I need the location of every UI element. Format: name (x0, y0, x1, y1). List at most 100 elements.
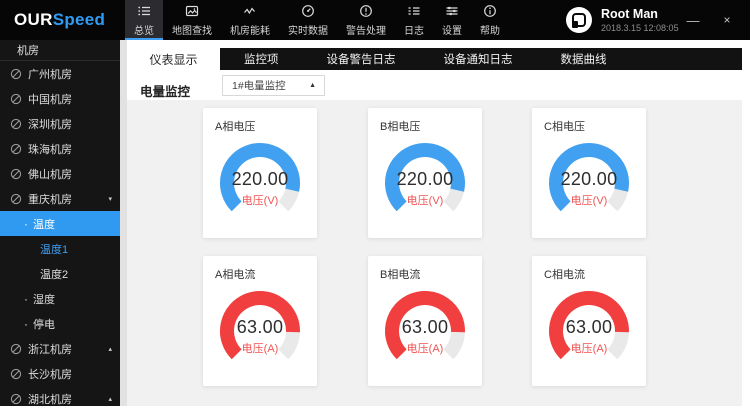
nav-item-realtime-data[interactable]: 实时数据 (279, 0, 337, 40)
sidebar-item-humidity[interactable]: · 湿度 (0, 286, 120, 311)
sidebar-item-temperature1[interactable]: 温度1 (0, 236, 120, 261)
gauge-card-c-current: C相电流 63.00 电压(A) (532, 256, 646, 386)
sidebar-item-label: 浙江机房 (28, 343, 72, 356)
room-icon (10, 93, 22, 105)
gauge-card-a-voltage: A相电压 220.00 电压(V) (203, 108, 317, 238)
sidebar-item-label: 重庆机房 (28, 193, 72, 206)
map-search-icon (185, 4, 199, 19)
bullet-icon: · (24, 316, 28, 331)
tab-device-alert-log[interactable]: 设备警告日志 (326, 54, 396, 66)
power-monitor-select[interactable]: 1#电量监控 ▲ (222, 75, 325, 96)
tab-monitor-items[interactable]: 监控项 (244, 54, 279, 66)
gauge-value: 220.00 (231, 169, 289, 189)
gauge-arc (549, 143, 629, 212)
sidebar-item-label: 温度1 (40, 243, 69, 256)
nav-label: 警告处理 (346, 25, 386, 37)
bullet-icon: · (24, 216, 28, 231)
gauge-card-b-current: B相电流 63.00 电压(A) (368, 256, 482, 386)
sidebar-item-zhuhai[interactable]: 珠海机房 (0, 136, 120, 161)
gauge-card-title: B相电压 (380, 121, 421, 133)
gauge-value: 220.00 (560, 169, 618, 189)
settings-sliders-icon (445, 4, 459, 19)
nav-label: 日志 (404, 25, 424, 37)
close-button[interactable]: × (723, 13, 731, 27)
chevron-down-icon[interactable]: ▾ (108, 195, 112, 203)
power-monitor-label: 电量监控 (140, 85, 191, 99)
sidebar-item-changsha[interactable]: 长沙机房 (0, 361, 120, 386)
gauge-unit-label: 电压(V) (570, 195, 608, 207)
sidebar-title: 机房 (0, 40, 120, 61)
nav-label: 实时数据 (288, 25, 328, 37)
gauge-card-title: A相电压 (215, 121, 256, 133)
room-icon (10, 393, 22, 405)
minimize-button[interactable]: — (686, 12, 700, 28)
gauge-value: 63.00 (401, 317, 449, 337)
chevron-up-icon[interactable]: ▴ (108, 345, 112, 353)
tab-device-notice-log[interactable]: 设备通知日志 (443, 54, 513, 66)
sidebar-item-hubei[interactable]: 湖北机房 ▴ (0, 386, 120, 406)
nav-item-help[interactable]: 帮助 (471, 0, 509, 40)
app-logo: OUR Speed (14, 0, 105, 40)
gauge-readout: 63.00 电压(A) (210, 317, 310, 356)
sidebar-item-label: 佛山机房 (28, 168, 72, 181)
nav-item-alert-handling[interactable]: 警告处理 (337, 0, 395, 40)
chevron-up-icon[interactable]: ▴ (108, 395, 112, 403)
gauge-value: 63.00 (565, 317, 613, 337)
sidebar-item-label: 长沙机房 (28, 368, 72, 381)
gauge-card-title: C相电压 (544, 121, 585, 133)
sidebar-item-label: 中国机房 (28, 93, 72, 106)
tab-data-curve[interactable]: 数据曲线 (560, 54, 607, 66)
gauge-arc (385, 143, 465, 212)
sidebar-item-foshan[interactable]: 佛山机房 (0, 161, 120, 186)
gauge: 220.00 电压(V) (210, 136, 310, 224)
gauge-card-title: B相电流 (380, 269, 421, 281)
nav-item-logs[interactable]: 日志 (395, 0, 433, 40)
tab-gauge-display[interactable]: 仪表显示 (127, 48, 220, 70)
help-icon (483, 4, 497, 19)
nav-label: 地图查找 (172, 25, 212, 37)
gauge-unit-label: 电压(V) (406, 195, 444, 207)
room-icon (10, 368, 22, 380)
tab-bar-dark-section: 监控项 设备警告日志 设备通知日志 数据曲线 (220, 48, 742, 70)
avatar-logo-icon (572, 13, 586, 27)
log-icon (407, 4, 421, 19)
nav-item-settings[interactable]: 设置 (433, 0, 471, 40)
gauge-value: 63.00 (236, 317, 284, 337)
sidebar-item-guangzhou[interactable]: 广州机房 (0, 61, 120, 86)
gauge: 63.00 电压(A) (375, 284, 475, 372)
nav-item-map-search[interactable]: 地图查找 (163, 0, 221, 40)
sidebar-item-zhejiang[interactable]: 浙江机房 ▴ (0, 336, 120, 361)
top-header: OUR Speed 总览 地图查找 机房能耗 (0, 0, 750, 40)
gauge: 63.00 电压(A) (539, 284, 639, 372)
sidebar-item-label: 温度2 (40, 268, 69, 281)
user-name: Root Man (601, 7, 658, 21)
user-info[interactable]: Root Man 2018.3.15 12:08:05 (566, 0, 679, 40)
nav-label: 总览 (134, 25, 154, 37)
nav-item-overview[interactable]: 总览 (125, 0, 163, 40)
gauge-readout: 220.00 电压(V) (210, 169, 310, 208)
sidebar-item-power-outage[interactable]: · 停电 (0, 311, 120, 336)
gauge-card-c-voltage: C相电压 220.00 电压(V) (532, 108, 646, 238)
nav-label: 设置 (442, 25, 462, 37)
datetime-label: 2018.3.15 12:08:05 (601, 23, 679, 33)
gauge-unit-label: 电压(A) (241, 343, 279, 355)
room-icon (10, 68, 22, 80)
sidebar-item-zhongguo[interactable]: 中国机房 (0, 86, 120, 111)
nav-item-room-energy[interactable]: 机房能耗 (221, 0, 279, 40)
logo-part-our: OUR (14, 10, 53, 29)
sidebar-scrollbar[interactable] (120, 40, 127, 406)
overview-list-icon (137, 4, 151, 19)
sidebar-item-chongqing[interactable]: 重庆机房 ▾ (0, 186, 120, 211)
sidebar: 机房 广州机房 中国机房 深圳机房 珠海机房 佛山机房 重庆机房 ▾ · 温 (0, 40, 120, 406)
gauge-unit-label: 电压(A) (406, 343, 444, 355)
user-avatar (566, 7, 592, 33)
energy-wave-icon (243, 4, 257, 19)
realtime-gauge-icon (301, 4, 315, 19)
sidebar-item-shenzhen[interactable]: 深圳机房 (0, 111, 120, 136)
sidebar-item-temperature2[interactable]: 温度2 (0, 261, 120, 286)
sidebar-item-temperature[interactable]: · 温度 (0, 211, 120, 236)
caret-up-icon: ▲ (309, 82, 316, 89)
gauge-unit-label: 电压(V) (241, 195, 279, 207)
gauge-arc (220, 143, 300, 212)
